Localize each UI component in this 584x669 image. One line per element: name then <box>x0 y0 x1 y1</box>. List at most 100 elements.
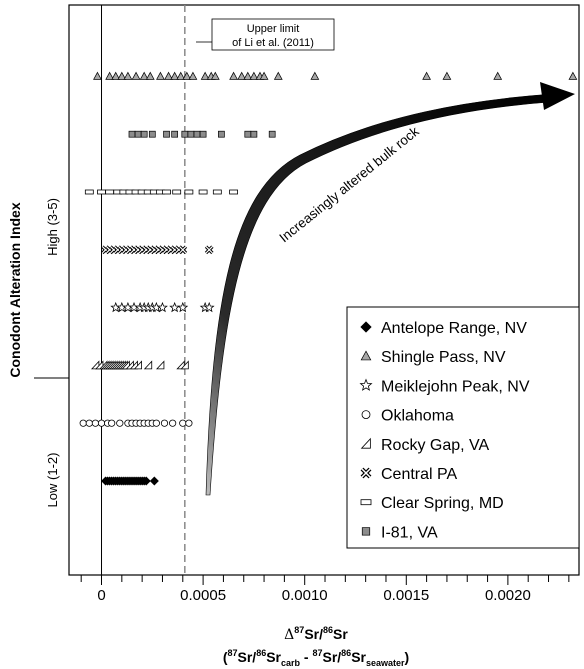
data-point <box>117 71 127 80</box>
data-point <box>148 130 156 138</box>
data-point <box>139 71 149 80</box>
x-tick-label: 0.0015 <box>383 587 429 604</box>
legend-marker-rect <box>360 499 372 506</box>
data-point <box>90 360 100 370</box>
data-point <box>133 360 142 370</box>
data-point <box>169 419 177 427</box>
data-point <box>129 360 138 370</box>
data-point <box>141 476 151 486</box>
data-point <box>171 130 179 138</box>
x-tick-label: 0.0005 <box>180 587 226 604</box>
data-point <box>198 189 208 195</box>
series-shingle-pass-nv <box>93 71 578 80</box>
svg-text:Δ87Sr/86Sr: Δ87Sr/86Sr <box>284 625 348 643</box>
trend-arrow-head <box>540 82 575 110</box>
reference-label-line1: Upper limit <box>247 23 300 35</box>
data-point <box>149 476 159 486</box>
data-point <box>123 71 133 80</box>
data-point <box>181 130 189 138</box>
x-title-delta: Δ <box>284 627 294 643</box>
data-point <box>97 419 106 427</box>
data-point <box>249 71 259 80</box>
data-point <box>93 71 102 80</box>
data-point <box>169 301 181 313</box>
legend-box <box>346 306 580 549</box>
data-point <box>259 71 269 80</box>
legend-label: I-81, VA <box>381 524 438 541</box>
data-point <box>108 419 116 427</box>
data-point <box>125 360 134 370</box>
data-point <box>199 130 207 138</box>
x-title-sr2: Sr <box>333 626 348 642</box>
data-point <box>177 301 189 313</box>
data-point <box>187 130 195 138</box>
data-point <box>184 189 194 195</box>
data-point <box>422 71 431 80</box>
data-point <box>105 189 115 195</box>
data-point <box>128 130 136 138</box>
series-central-pa <box>101 245 214 255</box>
legend: Antelope Range, NV Shingle Pass, NV Meikle… <box>346 306 580 549</box>
legend-label: Antelope Range, NV <box>381 320 527 337</box>
legend-marker-square <box>361 527 371 536</box>
data-point <box>131 71 141 80</box>
data-point <box>160 419 169 427</box>
legend-marker-circle <box>361 410 371 420</box>
data-point <box>210 71 220 80</box>
data-point <box>178 245 188 255</box>
data-point <box>212 189 222 195</box>
data-point <box>273 71 283 80</box>
data-point <box>85 419 93 427</box>
reference-label-box <box>211 18 335 51</box>
legend-label: Oklahoma <box>381 408 454 425</box>
y-axis-title: Conodont Alteration Index <box>7 202 23 377</box>
data-point <box>203 301 215 313</box>
y-group-high: High (3-5) <box>45 198 60 256</box>
data-point <box>180 360 189 370</box>
data-point <box>244 130 252 138</box>
legend-label: Central PA <box>381 466 458 483</box>
data-point <box>179 419 187 427</box>
data-point <box>140 130 148 138</box>
y-group-low: Low (1-2) <box>45 453 60 508</box>
x-tick-label: 0 <box>97 587 105 604</box>
data-point <box>268 130 276 138</box>
legend-label: Shingle Pass, NV <box>381 349 506 366</box>
legend-label: Rocky Gap, VA <box>381 437 490 454</box>
data-point <box>172 189 182 195</box>
series-rocky-gap-va <box>90 360 189 370</box>
x-sub-dash: - <box>300 649 312 665</box>
data-point <box>218 130 225 138</box>
series-i-81-va <box>128 130 276 138</box>
data-point <box>188 71 198 80</box>
x-sub-carb: carb <box>281 658 301 668</box>
x-sub-sr2-b: Sr <box>351 649 366 665</box>
series-oklahoma <box>79 419 193 427</box>
svg-text:(87Sr/86Srcarb - 87Sr/86Srseaw: (87Sr/86Srcarb - 87Sr/86Srseawater) <box>223 648 409 668</box>
data-point <box>204 245 214 255</box>
legend-marker-star <box>359 378 373 391</box>
data-point <box>176 360 185 370</box>
x-sub-sup87b: 87 <box>312 648 322 658</box>
data-point <box>229 71 238 80</box>
data-point <box>185 419 193 427</box>
data-point <box>493 71 503 80</box>
data-point <box>157 301 168 313</box>
x-sub-sup87a: 87 <box>227 648 237 658</box>
data-point <box>105 71 115 80</box>
data-point <box>162 189 171 195</box>
x-sub-open: ( <box>223 649 228 665</box>
data-point <box>442 71 452 80</box>
data-point <box>116 419 124 427</box>
data-point <box>200 71 210 80</box>
x-title-sup87: 87 <box>294 625 304 635</box>
data-point <box>121 360 130 370</box>
x-axis-ticks: 0 0.0005 0.0010 0.0015 0.0020 <box>80 575 570 604</box>
x-sub-close: ) <box>405 649 410 665</box>
x-tick-label: 0.0020 <box>485 587 531 604</box>
x-sub-seawater: seawater <box>366 658 405 668</box>
x-sub-sr-b: Sr/ <box>322 649 341 665</box>
x-sub-sr-a: Sr/ <box>238 649 257 665</box>
data-point <box>229 189 238 195</box>
